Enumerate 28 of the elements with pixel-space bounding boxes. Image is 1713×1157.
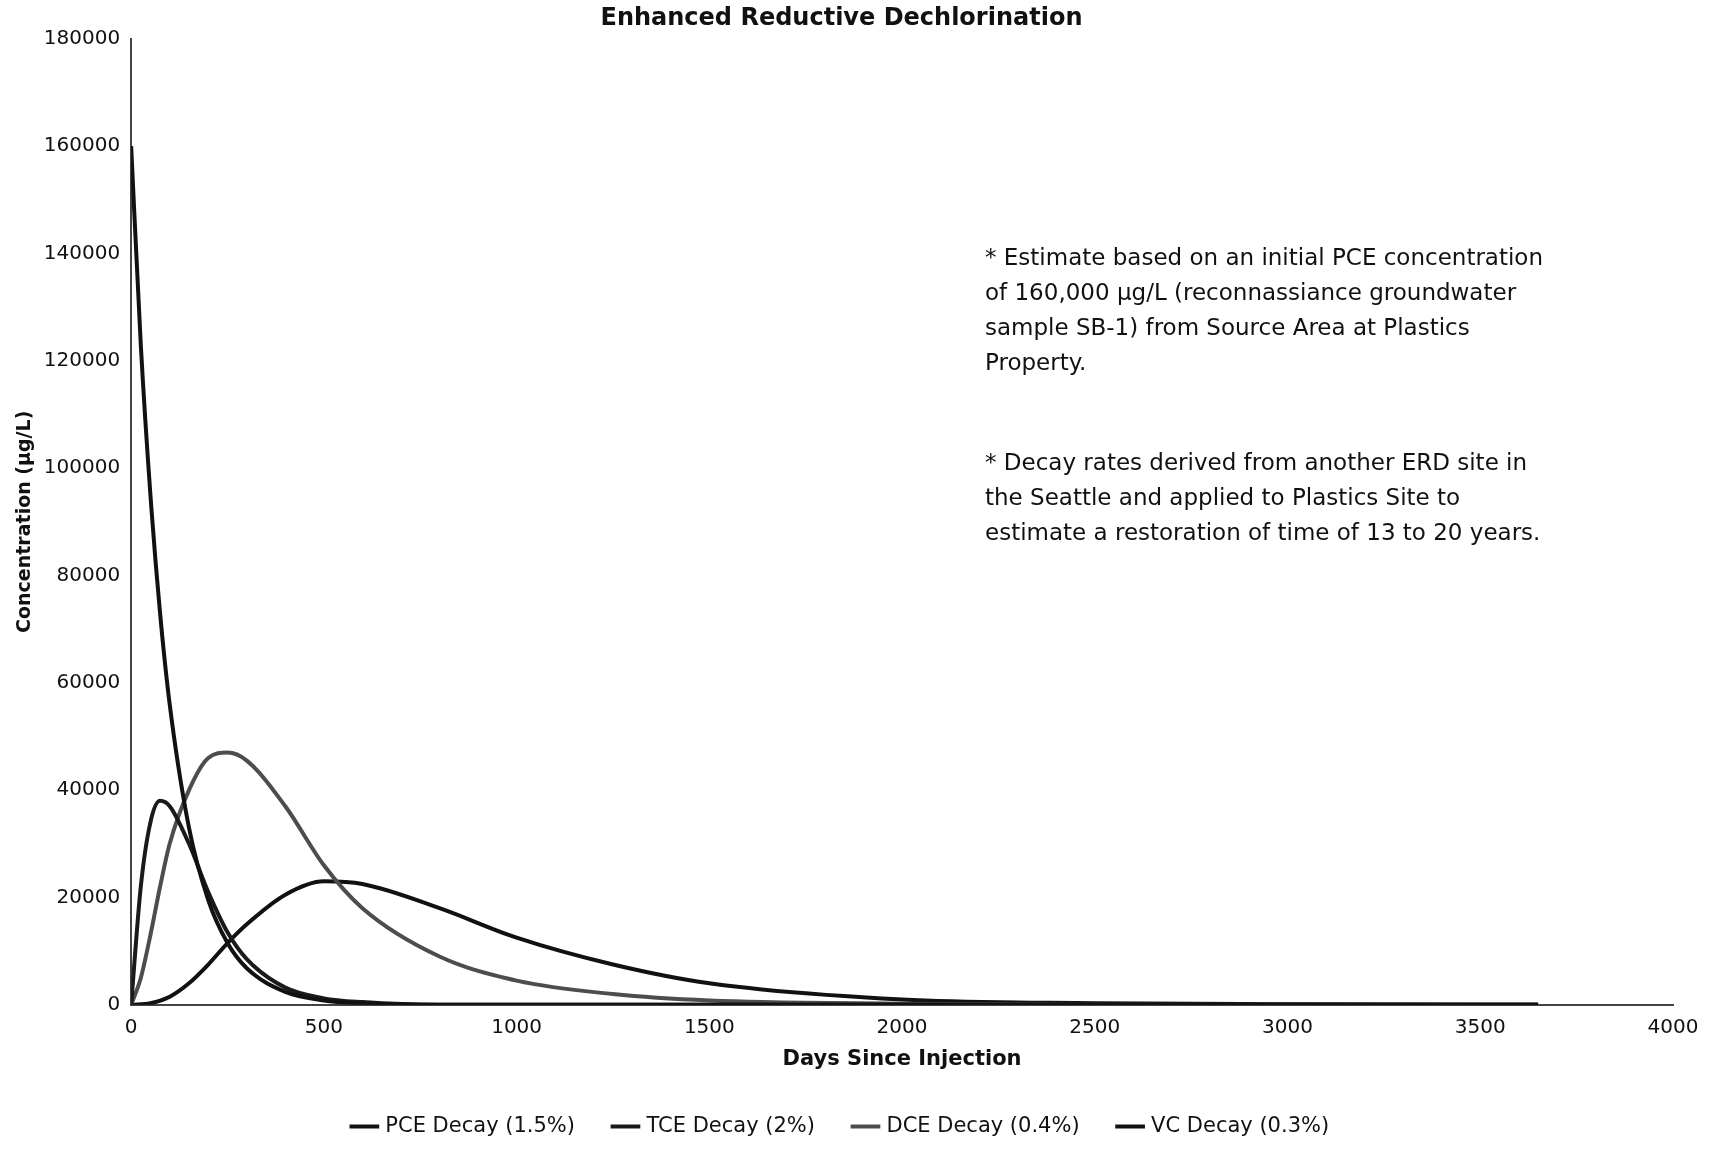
annotation: * Decay rates derived from another ERD site in the Seattle and applied to Plastics Site to estimate a restoration of time of 13 to 20 years. xyxy=(985,448,1542,547)
chart-title: Enhanced Reductive Dechlorination xyxy=(600,2,1083,31)
y-tick-label: 100000 xyxy=(43,454,121,479)
y-tick-label: 60000 xyxy=(56,669,121,693)
y-tick-label: 160000 xyxy=(43,132,121,157)
y-tick-label: 80000 xyxy=(56,561,121,586)
x-tick-label: 4000 xyxy=(1647,1014,1699,1038)
y-tick-label: 180000 xyxy=(43,25,121,49)
annotation: * Estimate based on an initial PCE concentration of 160,000 µg/L (reconnassiance groundwater sample SB-1) from Source Area at Plastics Property. xyxy=(985,243,1545,377)
x-tick-label: 2500 xyxy=(1069,1014,1121,1038)
x-axis-title: Days Since Injection xyxy=(782,1045,1022,1070)
x-tick-label: 1000 xyxy=(491,1014,543,1038)
x-tick-label: 0 xyxy=(124,1014,138,1038)
y-axis-title: Concentration (µg/L) xyxy=(12,410,35,633)
legend-label: PCE Decay (1.5%) xyxy=(385,1112,575,1137)
legend-label: VC Decay (0.3%) xyxy=(1151,1112,1330,1137)
legend-label: DCE Decay (0.4%) xyxy=(886,1112,1080,1137)
legend-label: TCE Decay (2%) xyxy=(645,1112,815,1137)
x-tick-label: 1500 xyxy=(683,1014,735,1038)
x-tick-label: 2000 xyxy=(876,1014,928,1038)
x-tick-label: 500 xyxy=(304,1014,343,1038)
y-tick-label: 20000 xyxy=(56,883,121,908)
y-tick-label: 120000 xyxy=(43,347,121,371)
x-tick-label: 3000 xyxy=(1262,1014,1313,1038)
y-tick-label: 0 xyxy=(107,991,121,1015)
y-tick-label: 40000 xyxy=(56,776,121,801)
x-tick-label: 3500 xyxy=(1454,1014,1506,1038)
y-tick-label: 140000 xyxy=(43,239,121,264)
